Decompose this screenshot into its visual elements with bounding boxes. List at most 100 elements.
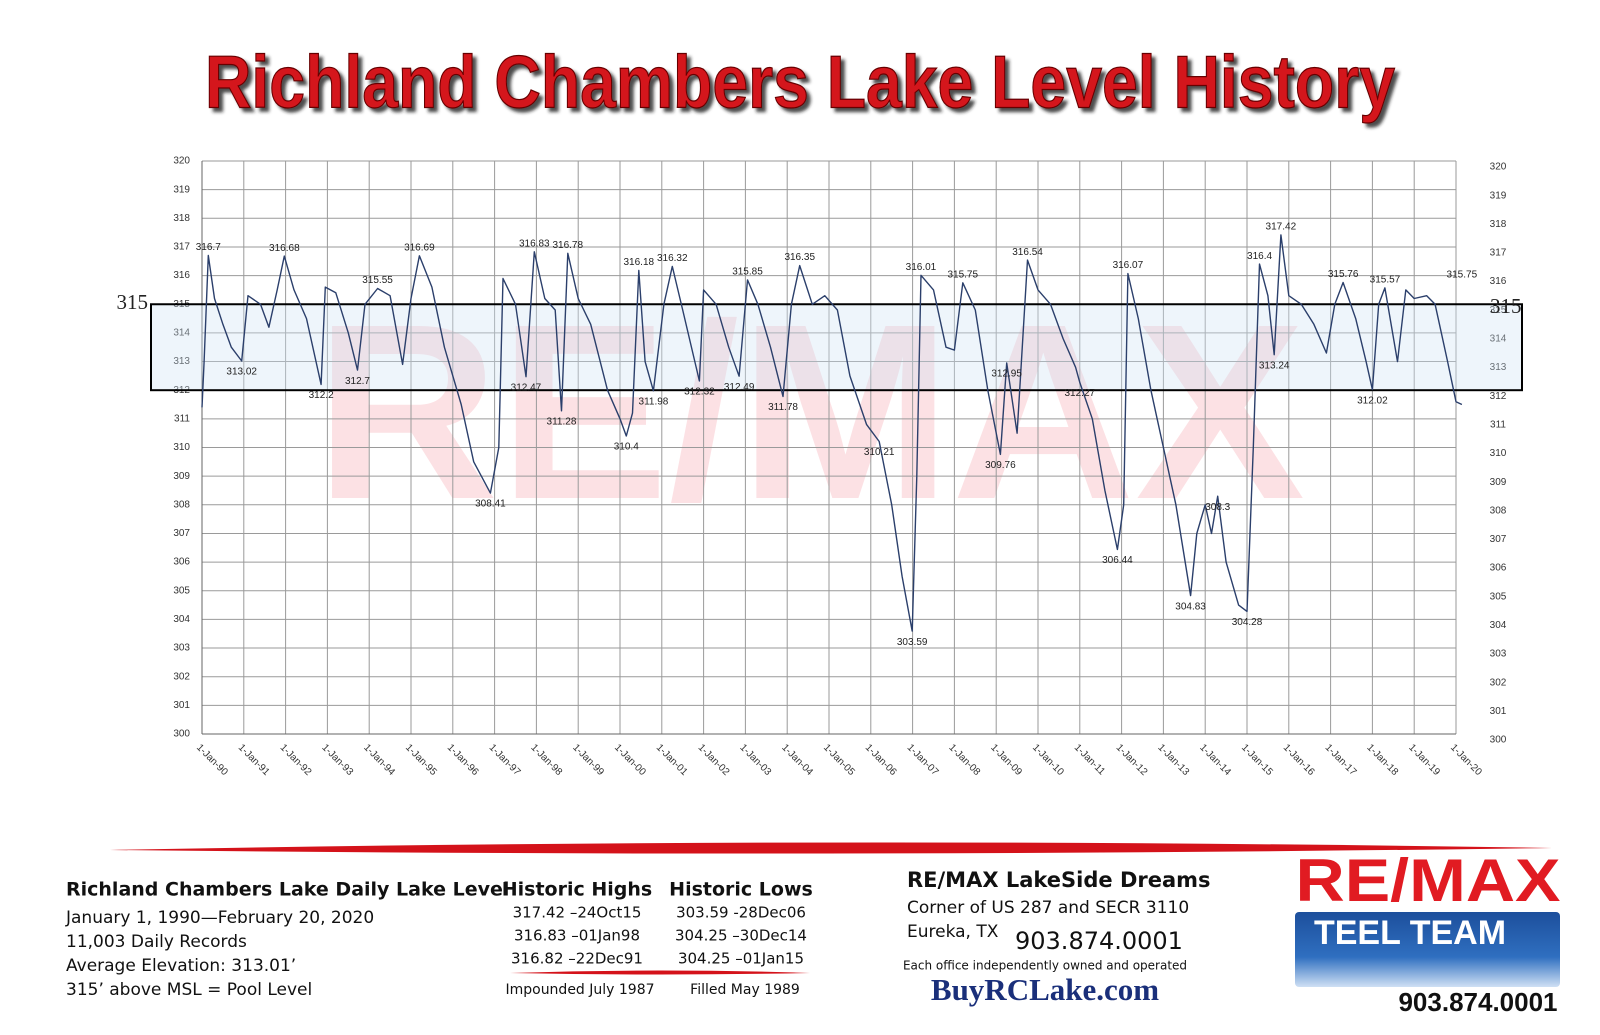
pool-band xyxy=(150,303,1523,392)
data-label: 312.2 xyxy=(309,390,334,401)
footer: Richland Chambers Lake Daily Lake Level … xyxy=(65,847,1561,1017)
data-label: 315.75 xyxy=(1447,269,1478,280)
pool-level-label: 315 xyxy=(1490,294,1522,318)
x-tick-label: 1-Jan-92 xyxy=(278,742,314,778)
y2-tick-label: 305 xyxy=(1490,591,1507,602)
x-tick-label: 1-Jan-96 xyxy=(445,742,481,778)
x-tick-label: 1-Jan-97 xyxy=(487,742,523,778)
summary-line: Average Elevation: 313.01’ xyxy=(66,956,296,976)
office-city: Eureka, TX xyxy=(907,922,999,942)
x-tick-label: 1-Jan-12 xyxy=(1114,742,1150,778)
y-tick-label: 319 xyxy=(173,184,190,195)
logo-phone: 903.874.0001 xyxy=(1398,987,1557,1017)
summary-line: January 1, 1990—February 20, 2020 xyxy=(65,908,374,928)
data-label: 315.75 xyxy=(947,269,978,280)
notes-rule xyxy=(510,970,810,975)
y2-tick-label: 312 xyxy=(1490,391,1507,402)
x-tick-label: 1-Jan-93 xyxy=(319,742,355,778)
data-label: 308.3 xyxy=(1205,502,1230,513)
y-tick-label: 320 xyxy=(173,156,190,167)
data-label: 312.32 xyxy=(684,387,715,398)
divider xyxy=(110,842,1552,854)
y-tick-label: 307 xyxy=(173,528,190,539)
data-label: 315.76 xyxy=(1328,269,1359,280)
y2-tick-label: 300 xyxy=(1490,735,1507,746)
office-name: RE/MAX LakeSide Dreams xyxy=(907,868,1211,892)
data-label: 303.59 xyxy=(897,637,928,648)
x-tick-label: 1-Jan-13 xyxy=(1155,742,1191,778)
lows-title: Historic Lows xyxy=(669,879,813,901)
y2-tick-label: 302 xyxy=(1490,677,1507,688)
data-label: 311.78 xyxy=(768,402,798,413)
x-tick-label: 1-Jan-16 xyxy=(1281,742,1317,778)
data-label: 316.54 xyxy=(1012,247,1043,258)
disclaimer: Each office independently owned and oper… xyxy=(903,959,1187,973)
x-tick-label: 1-Jan-10 xyxy=(1030,742,1066,778)
y-tick-label: 311 xyxy=(174,413,190,424)
x-tick-label: 1-Jan-20 xyxy=(1448,742,1484,778)
level-line xyxy=(201,234,1463,632)
y-tick-label: 301 xyxy=(173,700,190,711)
data-label: 316.32 xyxy=(657,253,688,264)
data-label: 311.98 xyxy=(639,396,669,407)
data-label: 316.35 xyxy=(784,252,815,263)
data-label: 309.76 xyxy=(985,460,1016,471)
x-tick-label: 1-Jan-11 xyxy=(1072,742,1107,777)
y-tick-label: 302 xyxy=(173,671,190,682)
x-tick-label: 1-Jan-01 xyxy=(654,742,690,778)
y2-tick-label: 303 xyxy=(1490,649,1507,660)
high-item: 316.82 –22Dec91 xyxy=(511,950,643,968)
chart: RE/MAX3003013023033043053063073083093103… xyxy=(117,156,1523,778)
y2-tick-label: 313 xyxy=(1490,362,1507,373)
y-tick-label: 300 xyxy=(173,729,190,740)
note: Impounded July 1987 xyxy=(505,982,654,998)
x-tick-label: 1-Jan-19 xyxy=(1406,742,1442,778)
high-item: 317.42 –24Oct15 xyxy=(513,904,642,922)
y2-tick-label: 310 xyxy=(1490,448,1507,459)
data-label: 312.27 xyxy=(1065,388,1096,399)
y2-tick-label: 304 xyxy=(1490,620,1507,631)
data-label: 311.28 xyxy=(547,416,577,427)
x-tick-label: 1-Jan-00 xyxy=(612,742,648,778)
x-tick-label: 1-Jan-94 xyxy=(361,742,397,778)
y2-tick-label: 314 xyxy=(1490,334,1507,345)
y2-tick-label: 308 xyxy=(1490,505,1507,516)
data-label: 312.47 xyxy=(511,382,542,393)
x-tick-label: 1-Jan-14 xyxy=(1197,742,1233,778)
x-tick-label: 1-Jan-98 xyxy=(528,742,564,778)
data-label: 316.68 xyxy=(269,243,300,254)
x-tick-label: 1-Jan-15 xyxy=(1239,742,1275,778)
data-label: 315.55 xyxy=(362,275,393,286)
y2-tick-label: 306 xyxy=(1490,563,1507,574)
y2-tick-label: 316 xyxy=(1490,276,1507,287)
x-tick-label: 1-Jan-17 xyxy=(1323,742,1359,778)
logo-band xyxy=(1295,912,1560,987)
y-tick-label: 303 xyxy=(173,643,190,654)
data-label: 315.57 xyxy=(1370,275,1401,286)
y2-tick-label: 311 xyxy=(1490,419,1506,430)
data-label: 304.83 xyxy=(1175,601,1206,612)
data-label: 310.21 xyxy=(864,447,895,458)
y2-tick-label: 318 xyxy=(1490,219,1507,230)
data-label: 313.02 xyxy=(226,367,257,378)
low-item: 304.25 –30Dec14 xyxy=(675,927,807,945)
y-tick-label: 310 xyxy=(173,442,190,453)
summary-line: 11,003 Daily Records xyxy=(66,932,247,952)
x-tick-label: 1-Jan-08 xyxy=(946,742,982,778)
x-tick-label: 1-Jan-90 xyxy=(194,742,230,778)
y-tick-label: 318 xyxy=(173,213,190,224)
pool-level-label: 315 xyxy=(117,290,149,314)
x-tick-label: 1-Jan-06 xyxy=(863,742,899,778)
y2-tick-label: 319 xyxy=(1490,190,1507,201)
y-tick-label: 306 xyxy=(173,557,190,568)
data-label: 315.85 xyxy=(732,267,763,278)
summary-line: 315’ above MSL = Pool Level xyxy=(66,980,312,1000)
data-label: 316.01 xyxy=(906,262,937,273)
y-tick-label: 308 xyxy=(173,499,190,510)
data-label: 316.78 xyxy=(552,240,583,251)
x-tick-label: 1-Jan-18 xyxy=(1364,742,1400,778)
x-tick-label: 1-Jan-02 xyxy=(696,742,732,778)
y2-tick-label: 307 xyxy=(1490,534,1507,545)
y2-tick-label: 315 xyxy=(1490,305,1507,316)
